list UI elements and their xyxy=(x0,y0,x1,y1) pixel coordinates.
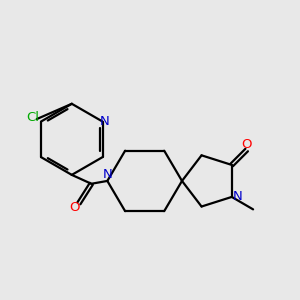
Text: N: N xyxy=(233,190,243,203)
Text: Cl: Cl xyxy=(27,111,40,124)
Text: O: O xyxy=(69,201,80,214)
Text: N: N xyxy=(100,115,110,128)
Text: O: O xyxy=(242,138,252,151)
Text: N: N xyxy=(103,168,112,181)
